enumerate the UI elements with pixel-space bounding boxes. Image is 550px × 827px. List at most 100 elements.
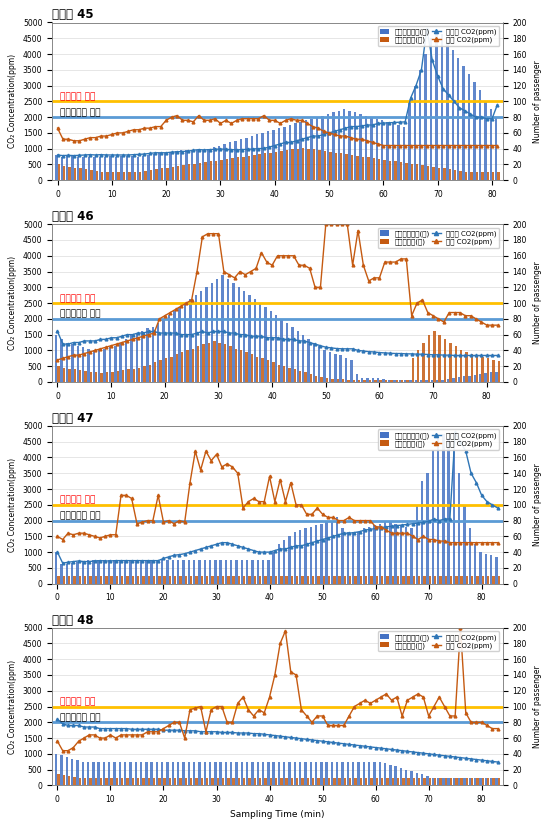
Bar bbox=[410, 164, 413, 180]
Bar bbox=[208, 342, 210, 382]
Bar bbox=[105, 576, 108, 584]
Bar bbox=[455, 347, 457, 382]
Bar bbox=[377, 378, 379, 382]
Bar bbox=[291, 777, 293, 786]
Bar bbox=[444, 576, 447, 584]
Bar bbox=[392, 576, 394, 584]
Bar bbox=[71, 563, 73, 584]
Bar bbox=[214, 560, 217, 584]
Bar bbox=[478, 89, 481, 180]
Bar bbox=[74, 370, 76, 382]
Bar bbox=[142, 155, 145, 180]
Bar bbox=[347, 380, 350, 382]
Bar bbox=[356, 374, 358, 382]
Bar bbox=[238, 287, 240, 382]
Bar bbox=[113, 762, 116, 786]
Bar bbox=[312, 777, 315, 786]
Bar bbox=[320, 762, 323, 786]
Bar bbox=[460, 576, 463, 584]
Bar bbox=[286, 323, 288, 382]
Bar bbox=[428, 777, 431, 786]
Bar bbox=[264, 576, 267, 584]
Bar bbox=[189, 299, 191, 382]
Bar bbox=[106, 172, 109, 180]
Bar bbox=[301, 777, 304, 786]
Bar bbox=[210, 161, 212, 180]
Bar bbox=[479, 374, 481, 382]
Bar bbox=[464, 777, 466, 786]
Bar bbox=[235, 762, 238, 786]
Bar bbox=[492, 360, 494, 382]
Bar bbox=[79, 777, 81, 786]
Bar bbox=[182, 560, 185, 584]
Bar bbox=[153, 777, 155, 786]
Bar bbox=[138, 368, 140, 382]
Bar bbox=[81, 562, 84, 584]
Bar bbox=[300, 122, 302, 180]
Bar bbox=[272, 552, 275, 584]
Bar bbox=[474, 544, 476, 584]
Bar bbox=[434, 777, 436, 786]
Bar bbox=[57, 773, 60, 786]
Bar bbox=[81, 762, 84, 786]
Bar bbox=[98, 351, 101, 382]
Bar bbox=[131, 777, 134, 786]
Bar bbox=[294, 370, 296, 382]
Bar bbox=[129, 762, 131, 786]
Bar bbox=[84, 576, 86, 584]
Bar bbox=[217, 777, 219, 786]
Bar bbox=[177, 166, 179, 180]
Bar bbox=[72, 155, 74, 180]
Bar bbox=[218, 146, 221, 180]
Bar bbox=[321, 116, 323, 180]
Bar bbox=[267, 560, 270, 584]
Bar bbox=[399, 380, 401, 382]
Bar bbox=[240, 351, 243, 382]
Legend: 비혼잡승객수(명), 혼잡승객수(명), 비혼잡 CO2(ppm), 혼잡 CO2(ppm): 비혼잡승객수(명), 혼잡승객수(명), 비혼잡 CO2(ppm), 혼잡 CO… bbox=[377, 26, 499, 46]
Bar bbox=[55, 335, 58, 382]
Bar bbox=[354, 576, 357, 584]
Bar bbox=[465, 352, 468, 382]
Bar bbox=[227, 280, 229, 382]
Bar bbox=[145, 170, 147, 180]
Bar bbox=[442, 434, 444, 584]
Y-axis label: Number of passenger: Number of passenger bbox=[532, 261, 542, 345]
Text: 혼잡시간 기준: 혼잡시간 기준 bbox=[60, 697, 96, 706]
Bar bbox=[89, 777, 92, 786]
Bar bbox=[329, 352, 331, 382]
Bar bbox=[251, 560, 254, 584]
Bar bbox=[409, 380, 411, 382]
Bar bbox=[145, 762, 147, 786]
Bar bbox=[289, 125, 291, 180]
Bar bbox=[126, 155, 128, 180]
Bar bbox=[133, 369, 135, 382]
Bar bbox=[262, 560, 264, 584]
Bar bbox=[401, 380, 403, 382]
Bar bbox=[315, 525, 317, 584]
Bar bbox=[126, 777, 129, 786]
Bar bbox=[246, 560, 249, 584]
Bar bbox=[235, 560, 238, 584]
Bar bbox=[135, 560, 137, 584]
Bar bbox=[147, 777, 150, 786]
Bar bbox=[95, 576, 97, 584]
Bar bbox=[243, 291, 245, 382]
Bar bbox=[76, 760, 79, 786]
Text: 비혼잡시간 기준: 비혼잡시간 기준 bbox=[60, 309, 101, 318]
Bar bbox=[487, 576, 490, 584]
Bar bbox=[351, 155, 353, 180]
Bar bbox=[446, 42, 449, 180]
Bar bbox=[259, 777, 261, 786]
Bar bbox=[390, 380, 393, 382]
Bar bbox=[109, 347, 111, 382]
Bar bbox=[195, 777, 197, 786]
Bar bbox=[193, 560, 195, 584]
Bar bbox=[288, 762, 291, 786]
Bar bbox=[60, 338, 63, 382]
Bar bbox=[141, 331, 144, 382]
Bar bbox=[158, 154, 161, 180]
Bar bbox=[307, 338, 310, 382]
Bar bbox=[230, 762, 233, 786]
Bar bbox=[135, 333, 138, 382]
Bar bbox=[418, 576, 420, 584]
